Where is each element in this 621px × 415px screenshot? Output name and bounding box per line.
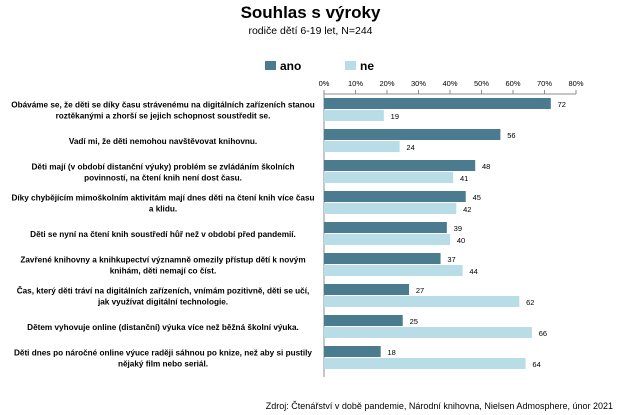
category-label-line: Čas, který děti tráví na digitálních zař… [17, 285, 310, 296]
bar-ne [324, 110, 384, 121]
data-label-ano: 45 [473, 193, 481, 202]
source-note: Zdroj: Čtenářství v době pandemie, Národ… [265, 401, 613, 411]
category-label: Zavřené knihovny a knihkupectví významně… [20, 256, 305, 276]
data-label-ano: 56 [507, 131, 515, 140]
legend-label-ne: ne [360, 59, 374, 73]
data-label-ne: 41 [460, 174, 468, 183]
category-label-line: Díky chybějícím mimoškolním aktivitám ma… [11, 194, 314, 203]
category-label: Děti dnes po náročné online výuce raději… [14, 349, 312, 369]
category-label-line: a klidu. [149, 205, 177, 214]
x-tick-label: 20% [379, 79, 394, 88]
data-label-ne: 66 [539, 329, 547, 338]
bar-ano [324, 315, 403, 326]
category-label-line: roztěkanými a zhorší se jejich schopnost… [56, 112, 271, 121]
data-label-ano: 72 [558, 100, 566, 109]
data-label-ne: 40 [457, 236, 465, 245]
category-label-line: Dětem vyhovuje online (distanční) výuka … [27, 323, 299, 332]
data-label-ne: 64 [532, 360, 540, 369]
x-tick-label: 60% [505, 79, 520, 88]
chart-subtitle: rodiče dětí 6-19 let, N=244 [248, 25, 373, 37]
category-label-line: Zavřené knihovny a knihkupectví významně… [20, 256, 305, 265]
x-tick-label: 40% [442, 79, 457, 88]
data-label-ano: 18 [388, 348, 396, 357]
category-label-line: Děti mají (v období distanční výuky) pro… [32, 163, 295, 172]
bar-ano [324, 191, 466, 202]
category-label-line: Děti dnes po náročné online výuce raději… [14, 349, 312, 358]
category-label: Díky chybějícím mimoškolním aktivitám ma… [11, 194, 314, 214]
category-label-line: Děti se nyní na čtení knih soustředí hůř… [30, 229, 296, 239]
x-tick-label: 30% [411, 79, 426, 88]
legend-label-ano: ano [280, 59, 301, 73]
bar-ne [324, 265, 463, 276]
category-label-line: Vadí mi, že děti nemohou navštěvovat kni… [69, 137, 257, 146]
data-label-ne: 62 [526, 298, 534, 307]
bar-ne [324, 203, 457, 214]
chart-title: Souhlas s výroky [240, 3, 381, 22]
data-label-ano: 25 [410, 317, 418, 326]
bar-ne [324, 358, 526, 369]
data-label-ne: 42 [463, 205, 471, 214]
category-label: Vadí mi, že děti nemohou navštěvovat kni… [69, 137, 257, 146]
bar-ne [324, 172, 454, 183]
bar-ne [324, 327, 532, 338]
category-label-line: povinností, na čtení knih není dost času… [84, 174, 242, 183]
bar-ne [324, 234, 450, 245]
bar-ano [324, 129, 501, 140]
legend-swatch-ne [345, 61, 356, 70]
data-label-ne: 44 [469, 267, 477, 276]
x-tick-label: 50% [474, 79, 489, 88]
x-tick-label: 0% [319, 79, 330, 88]
bar-ano [324, 98, 551, 109]
x-tick-label: 80% [568, 79, 583, 88]
data-label-ano: 27 [416, 286, 424, 295]
category-label: Obáváme se, že děti se díky času stráven… [11, 101, 315, 121]
category-label-line: knihám, děti nemají co číst. [110, 267, 216, 276]
category-label-line: nějaký film nebo seriál. [118, 360, 208, 369]
data-label-ano: 39 [454, 224, 462, 233]
data-label-ano: 48 [482, 162, 490, 171]
bar-ano [324, 160, 476, 171]
data-label-ne: 19 [391, 112, 399, 121]
bar-ne [324, 141, 400, 152]
category-label: Dětem vyhovuje online (distanční) výuka … [27, 323, 299, 332]
category-label-line: Obáváme se, že děti se díky času stráven… [11, 101, 315, 110]
category-label-line: jak využívat digitální technologie. [97, 298, 228, 307]
category-label: Děti mají (v období distanční výuky) pro… [32, 163, 295, 183]
category-label: Čas, který děti tráví na digitálních zař… [17, 285, 310, 307]
bar-ano [324, 222, 447, 233]
bar-ne [324, 296, 520, 307]
data-label-ano: 37 [447, 255, 455, 264]
bar-ano [324, 284, 410, 295]
x-tick-label: 70% [537, 79, 552, 88]
data-label-ne: 24 [406, 143, 414, 152]
category-label: Děti se nyní na čtení knih soustředí hůř… [30, 229, 296, 239]
bar-ano [324, 346, 381, 357]
legend-swatch-ano [265, 61, 276, 70]
bar-ano [324, 253, 441, 264]
x-tick-label: 10% [348, 79, 363, 88]
